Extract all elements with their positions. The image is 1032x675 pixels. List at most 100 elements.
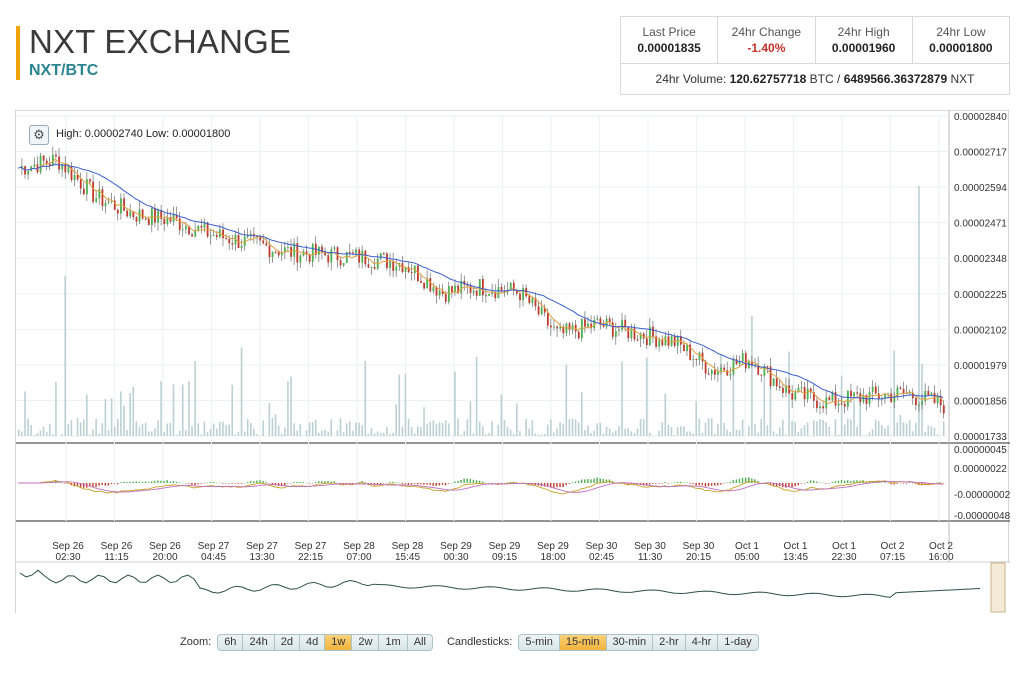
- candle-body: [525, 287, 528, 297]
- volume-bar: [290, 376, 292, 436]
- volume-bar: [565, 364, 568, 436]
- candle-body: [231, 243, 234, 245]
- macd-histogram-bar: [58, 482, 60, 483]
- macd-histogram-bar: [679, 481, 682, 483]
- macd-histogram-bar: [642, 483, 645, 486]
- candle-body: [645, 338, 648, 346]
- candle-body: [760, 374, 763, 376]
- x-tick-label: Sep 30: [683, 541, 715, 552]
- change-label: 24hr Change: [731, 25, 802, 39]
- volume-bar: [772, 431, 775, 436]
- volume-bar: [618, 426, 620, 436]
- gear-icon[interactable]: ⚙: [29, 125, 49, 145]
- volume-bar: [417, 426, 419, 436]
- macd-histogram-bar: [596, 477, 598, 483]
- candle-body: [797, 387, 800, 393]
- zoom-4d-button[interactable]: 4d: [300, 634, 326, 650]
- candle-body: [695, 359, 698, 361]
- candle-body: [599, 318, 602, 325]
- macd-histogram-bar: [757, 481, 759, 483]
- low-stat: 24hr Low 0.00001800: [913, 17, 1009, 63]
- candle-body: [333, 247, 336, 250]
- zoom-6h-button[interactable]: 6h: [218, 634, 244, 650]
- zoom-2d-button[interactable]: 2d: [275, 634, 301, 650]
- chart-frame[interactable]: 0.00002840 0.00002717 0.00002594 0.00002471…: [15, 110, 1010, 614]
- macd-histogram-bar: [441, 483, 444, 485]
- volume-bar: [550, 419, 552, 436]
- signal-line: [18, 480, 943, 493]
- volume-bar: [562, 423, 565, 436]
- macd-histogram-bar: [562, 483, 564, 488]
- low-label: 24hr Low: [936, 25, 986, 39]
- candle-body: [602, 324, 605, 327]
- macd-histogram-bar: [565, 483, 567, 486]
- candle-4-hr-button[interactable]: 4-hr: [686, 634, 719, 650]
- macd-histogram-bar: [147, 482, 150, 483]
- candle-30-min-button[interactable]: 30-min: [607, 634, 654, 650]
- macd-histogram-bar: [927, 483, 929, 485]
- macd-histogram-bar: [407, 483, 410, 485]
- volume-bar: [48, 424, 51, 436]
- macd-histogram-bar: [488, 482, 490, 484]
- volume-bar: [206, 431, 209, 436]
- candle-body: [559, 326, 562, 329]
- candle-5-min-button[interactable]: 5-min: [519, 634, 560, 650]
- price-chart[interactable]: 0.00002840 0.00002717 0.00002594 0.00002471…: [16, 111, 1010, 614]
- x-tick-label: Sep 27: [246, 541, 278, 552]
- volume-bar: [714, 433, 716, 436]
- volume-bar: [342, 432, 345, 436]
- candle-1-day-button[interactable]: 1-day: [724, 635, 752, 648]
- macd-histogram-bar: [413, 483, 416, 484]
- macd-histogram-bar: [234, 483, 236, 484]
- candle-body: [104, 202, 107, 207]
- candle-15-min-button[interactable]: 15-min: [559, 634, 607, 650]
- macd-histogram-bar: [485, 482, 487, 484]
- zoom-1m-button[interactable]: 1m: [379, 634, 408, 650]
- candle-body: [274, 251, 277, 253]
- candle-body: [95, 198, 98, 202]
- candle-body: [324, 252, 327, 256]
- macd-histogram-bar: [837, 480, 840, 483]
- candle-body: [816, 400, 818, 409]
- candle-body: [212, 235, 215, 237]
- candle-body: [268, 245, 271, 258]
- macd-histogram-bar: [188, 483, 190, 484]
- macd-histogram-bar: [503, 482, 506, 484]
- volume-bar: [299, 424, 302, 436]
- volume-bar: [42, 426, 45, 436]
- chart-controls: Zoom: 6h 24h 2d 4d 1w 2w 1m All Candlesticks: 5…: [180, 633, 773, 651]
- macd-histogram-bar: [191, 483, 193, 485]
- volume-bar: [707, 418, 710, 436]
- macd-histogram-bar: [475, 480, 478, 483]
- high-value: 0.00001960: [831, 41, 896, 55]
- macd-histogram-bar: [435, 483, 437, 486]
- macd-histogram-bar: [98, 483, 100, 486]
- zoom-2w-button[interactable]: 2w: [352, 634, 380, 650]
- macd-histogram-bar: [398, 482, 400, 484]
- candle-body: [305, 251, 308, 255]
- x-tick-label: 07:15: [880, 552, 905, 563]
- candle-body: [132, 211, 135, 218]
- candle-body: [785, 385, 787, 393]
- zoom-all-button[interactable]: All: [413, 635, 426, 648]
- macd-histogram-bar: [494, 482, 496, 484]
- volume-bar: [144, 422, 147, 436]
- zoom-24h-button[interactable]: 24h: [243, 634, 275, 650]
- volume-bar: [710, 418, 713, 436]
- volume-bar: [194, 360, 196, 436]
- macd-histogram-bar: [670, 482, 673, 484]
- candle-2-hr-button[interactable]: 2-hr: [653, 634, 686, 650]
- volume-bar: [803, 425, 806, 436]
- volume-bar: [364, 360, 367, 436]
- candle-body: [169, 217, 172, 222]
- candle-body: [822, 406, 825, 409]
- candle-body: [265, 243, 268, 246]
- macd-histogram-bar: [203, 483, 205, 484]
- macd-histogram-bar: [902, 483, 905, 484]
- candle-body: [720, 367, 722, 371]
- macd-histogram-bar: [336, 482, 339, 484]
- candle-body: [630, 328, 633, 339]
- candle-body: [899, 387, 902, 389]
- zoom-1w-button[interactable]: 1w: [325, 634, 353, 650]
- volume-bar: [95, 418, 97, 436]
